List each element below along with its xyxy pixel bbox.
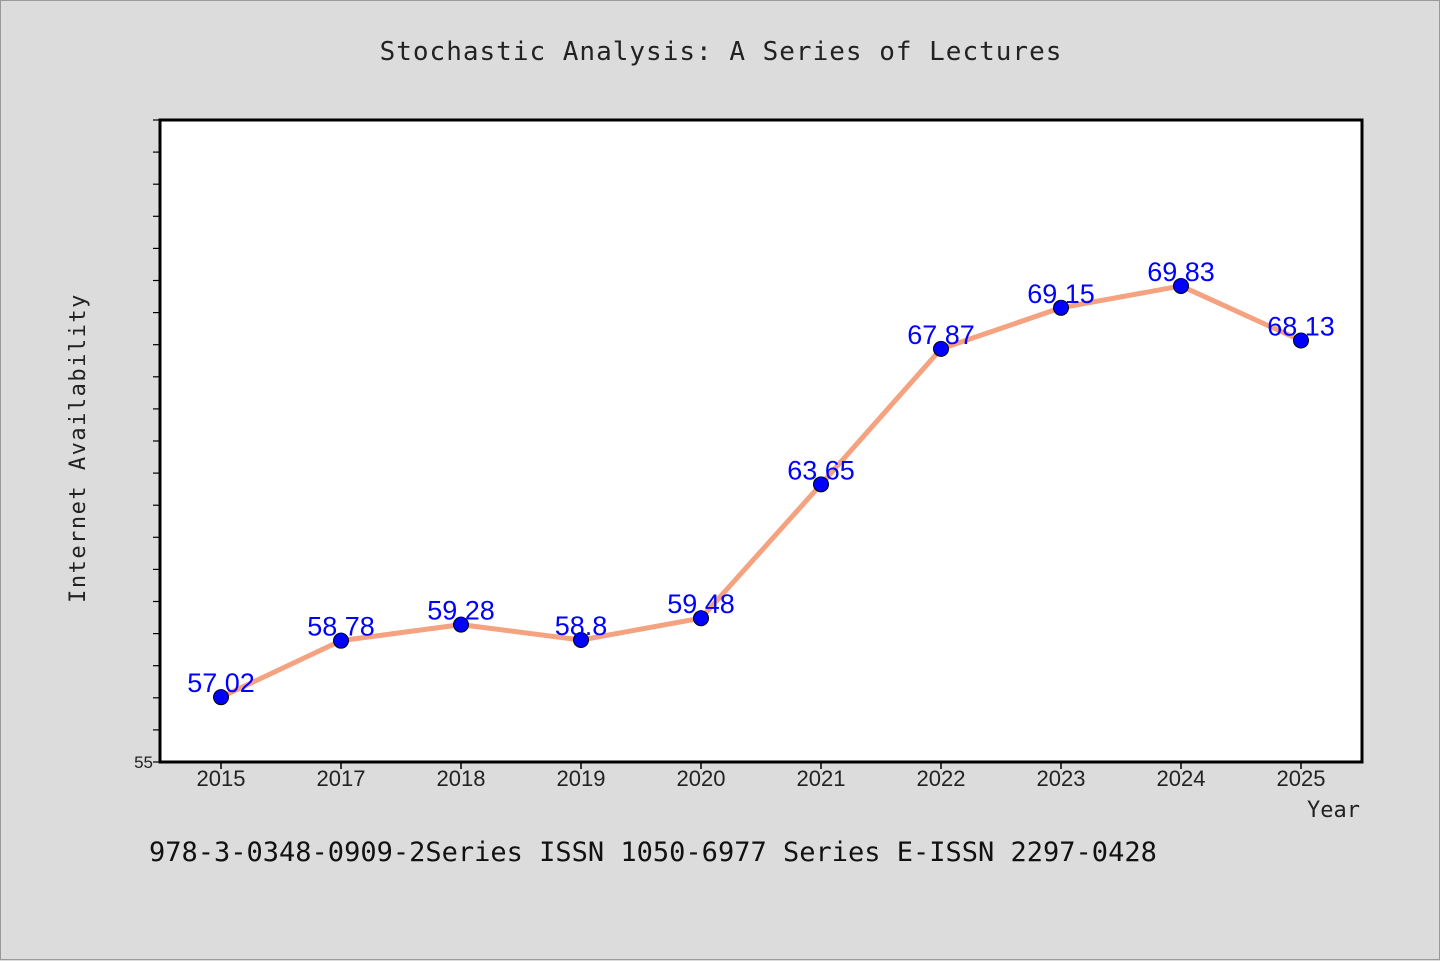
chart-title: Stochastic Analysis: A Series of Lecture… xyxy=(379,37,1063,67)
data-label: 59.48 xyxy=(667,589,735,619)
x-tick-label: 2022 xyxy=(917,766,966,791)
series-line xyxy=(218,283,1304,700)
data-label: 58.8 xyxy=(555,611,608,641)
data-point xyxy=(213,689,229,706)
x-tick-label: 2015 xyxy=(197,766,246,791)
data-point xyxy=(933,340,949,357)
x-tick-label: 2017 xyxy=(317,766,366,791)
x-tick-label: 2023 xyxy=(1037,766,1086,791)
x-tick-label: 2021 xyxy=(797,766,846,791)
y-axis-label: Internet Availability xyxy=(66,293,91,603)
x-tick-label: 2019 xyxy=(557,766,606,791)
data-label: 69.15 xyxy=(1027,279,1095,309)
x-tick-label: 2025 xyxy=(1277,766,1326,791)
data-labels: 57.02 58.78 59.28 58.8 59.48 63.65 67.87 69.15 6… xyxy=(187,257,1335,698)
x-tick-label: 2018 xyxy=(437,766,486,791)
x-tick-label: 2024 xyxy=(1157,766,1206,791)
data-label: 63.65 xyxy=(787,455,855,485)
x-axis-label: Year xyxy=(1307,798,1360,823)
data-point xyxy=(693,610,709,627)
x-tick-label: 2020 xyxy=(677,766,726,791)
data-point xyxy=(813,476,829,493)
data-point xyxy=(1173,277,1189,294)
data-label: 69.83 xyxy=(1147,257,1215,287)
y-axis-ticks: 55 xyxy=(134,119,160,772)
data-point xyxy=(1053,299,1069,316)
data-label: 57.02 xyxy=(187,668,255,698)
data-label: 59.28 xyxy=(427,596,495,626)
data-point xyxy=(573,632,589,649)
footer-isbn-text: 978-3-0348-0909-2Series ISSN 1050-6977 S… xyxy=(149,837,1157,868)
data-label: 68.13 xyxy=(1267,312,1335,342)
data-label: 58.78 xyxy=(307,612,375,642)
data-point xyxy=(333,632,349,649)
x-axis-ticks: 2015 2017 2018 2019 2020 2021 2022 2023 2024 2025 xyxy=(197,762,1326,791)
data-markers xyxy=(213,277,1309,706)
data-label: 67.87 xyxy=(907,320,975,350)
y-tick-label: 55 xyxy=(134,753,153,772)
data-point xyxy=(453,616,469,633)
plot-area xyxy=(158,118,1364,764)
data-point xyxy=(1293,332,1309,349)
